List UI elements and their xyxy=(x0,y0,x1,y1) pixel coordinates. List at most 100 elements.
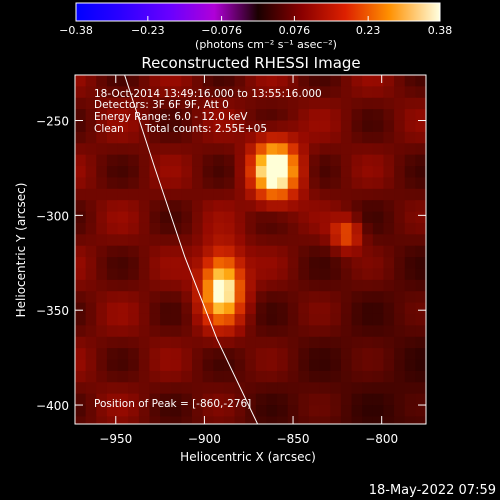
heatmap-cell xyxy=(85,154,97,167)
heatmap-cell xyxy=(192,257,204,270)
heatmap-cell xyxy=(372,370,385,383)
heatmap-cell xyxy=(192,370,204,383)
heatmap-cell xyxy=(138,222,151,235)
heatmap-cell xyxy=(192,234,204,247)
colorbar-tick-label: 0.38 xyxy=(428,24,453,37)
heatmap-cell xyxy=(106,75,119,87)
heatmap-cell xyxy=(138,405,151,418)
heatmap-cell xyxy=(223,370,236,383)
heatmap-cell xyxy=(372,348,385,361)
heatmap-cell xyxy=(298,336,310,349)
heatmap-cell xyxy=(426,200,437,212)
heatmap-cell xyxy=(383,370,395,383)
heatmap-cell xyxy=(298,143,310,156)
heatmap-cell xyxy=(255,359,268,372)
heatmap-cell xyxy=(170,382,182,395)
heatmap-cell xyxy=(287,291,299,304)
heatmap-cell xyxy=(266,245,278,258)
heatmap-cell xyxy=(298,325,310,338)
heatmap-cell xyxy=(372,405,385,418)
heatmap-cell xyxy=(75,86,87,99)
heatmap-cell xyxy=(340,120,353,133)
heatmap-cell xyxy=(245,234,257,247)
heatmap-cell xyxy=(85,336,97,349)
heatmap-cell xyxy=(128,336,140,349)
heatmap-cell xyxy=(362,382,374,395)
heatmap-cell xyxy=(138,234,151,247)
heatmap-cell xyxy=(309,382,321,395)
heatmap-cell xyxy=(128,109,140,122)
heatmap-cell xyxy=(138,200,151,213)
heatmap-cell xyxy=(181,359,193,372)
heatmap-cell xyxy=(138,416,151,424)
heatmap-cell xyxy=(245,416,257,424)
axis-ticks: −950 −900 −850 −800 −250 −300 −350 −400 xyxy=(36,75,426,446)
heatmap-cell xyxy=(223,416,236,424)
heatmap-cell xyxy=(75,109,87,122)
heatmap-cell xyxy=(330,393,342,406)
heatmap-cell xyxy=(75,222,87,235)
heatmap-cell xyxy=(117,359,129,372)
heatmap-cell xyxy=(117,416,129,424)
heatmap-cell xyxy=(309,359,321,372)
heatmap-cell xyxy=(149,177,161,190)
heatmap-cell xyxy=(319,245,331,258)
heatmap-cell xyxy=(362,302,374,315)
heatmap-cell xyxy=(266,97,278,110)
heatmap-cell xyxy=(106,336,119,349)
heatmap-cell xyxy=(362,279,374,292)
heatmap-cell xyxy=(319,154,331,167)
heatmap-cell xyxy=(372,302,385,315)
heatmap-cell xyxy=(181,109,193,122)
heatmap-cell xyxy=(75,188,87,201)
heatmap-cell xyxy=(415,313,426,326)
heatmap-cell xyxy=(298,86,310,99)
heatmap-cell xyxy=(394,120,406,133)
heatmap-cell xyxy=(266,313,278,326)
heatmap-cell xyxy=(181,393,193,406)
heatmap-cell xyxy=(298,131,310,144)
heatmap-cell xyxy=(75,313,87,326)
heatmap-cell xyxy=(106,166,119,179)
heatmap-cell xyxy=(128,359,140,372)
heatmap-cell xyxy=(287,370,299,383)
heatmap-cell xyxy=(372,166,385,179)
heatmap-cell xyxy=(96,188,108,201)
heatmap-cell xyxy=(330,348,342,361)
heatmap-cell xyxy=(383,109,395,122)
heatmap-cell xyxy=(245,245,257,258)
heatmap-cell xyxy=(170,291,182,304)
heatmap-cell xyxy=(202,200,214,213)
heatmap-cell xyxy=(298,302,310,315)
heatmap-cell xyxy=(255,405,268,418)
heatmap-cell xyxy=(362,405,374,418)
y-tick-label: −250 xyxy=(36,115,69,129)
heatmap-cell xyxy=(351,336,363,349)
heatmap-cell xyxy=(394,245,406,258)
heatmap-cell xyxy=(85,166,97,179)
heatmap-cell xyxy=(223,75,236,87)
heatmap-cell xyxy=(287,188,299,201)
heatmap-cell xyxy=(383,222,395,235)
heatmap-cell xyxy=(372,131,385,144)
heatmap-cell xyxy=(181,211,193,224)
heatmap-cell xyxy=(149,120,161,133)
heatmap-cell xyxy=(362,359,374,372)
heatmap-cell xyxy=(245,143,257,156)
heatmap-cell xyxy=(266,211,278,224)
heatmap-cell xyxy=(202,75,214,87)
heatmap-cell xyxy=(330,428,341,440)
heatmap-cell xyxy=(404,86,416,99)
heatmap-cell xyxy=(372,154,385,167)
heatmap-cell xyxy=(245,200,257,213)
heatmap-cell xyxy=(277,200,289,213)
heatmap-cell xyxy=(96,222,108,235)
heatmap-cell xyxy=(192,393,204,406)
heatmap-cell xyxy=(266,234,278,247)
heatmap-cell xyxy=(404,416,416,424)
heatmap-cell xyxy=(426,155,437,167)
heatmap-cell xyxy=(330,336,342,349)
heatmap-cell xyxy=(352,428,363,440)
heatmap-cell xyxy=(128,143,140,156)
colorbar-tick-label: 0.076 xyxy=(279,24,311,37)
